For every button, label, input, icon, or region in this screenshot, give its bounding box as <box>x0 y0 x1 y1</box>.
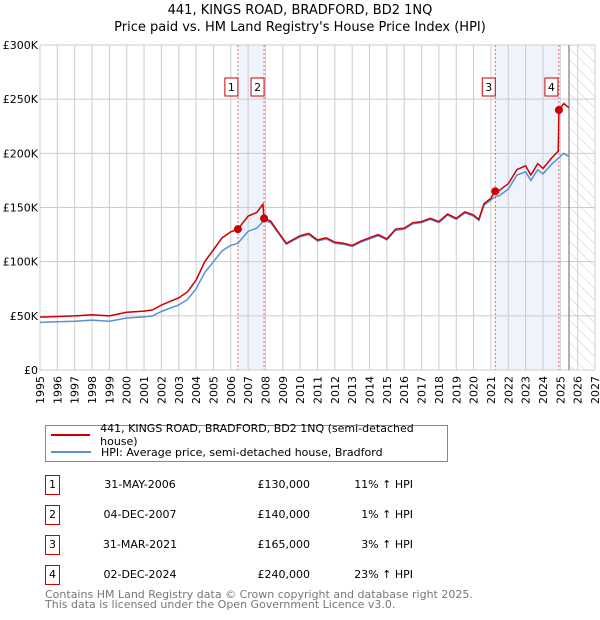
sale-date: 04-DEC-2007 <box>103 508 177 521</box>
x-tick-label: 2010 <box>294 376 307 404</box>
sale-hpi-diff: 3% ↑ HPI <box>361 538 413 551</box>
sale-marker-box <box>481 77 496 97</box>
sale-marker-box <box>224 77 239 97</box>
y-tick-label: £100K <box>3 256 39 269</box>
x-tick-label: 2025 <box>554 376 567 404</box>
sale-date: 31-MAY-2006 <box>104 478 176 491</box>
y-tick-label: £300K <box>3 39 39 52</box>
sale-point <box>233 225 242 234</box>
sale-hpi-diff: 11% ↑ HPI <box>354 478 413 491</box>
y-tick-label: £200K <box>3 147 39 160</box>
x-tick-label: 2026 <box>572 376 585 404</box>
sale-price: £130,000 <box>257 478 311 491</box>
x-tick-label: 1999 <box>103 376 116 404</box>
y-tick-label: £150K <box>3 202 39 215</box>
y-tick-label: £0 <box>24 364 38 377</box>
sale-price: £165,000 <box>257 538 311 551</box>
x-tick-label: 1998 <box>86 376 99 404</box>
sale-point <box>554 106 563 114</box>
x-tick-label: 2017 <box>416 376 429 404</box>
x-tick-label: 2022 <box>502 376 515 404</box>
x-tick-label: 2019 <box>450 376 463 404</box>
x-tick-label: 2027 <box>589 376 600 404</box>
x-tick-label: 2006 <box>225 376 238 404</box>
x-tick-label: 1997 <box>69 376 82 404</box>
footer: Contains HM Land Registry data © Crown c… <box>45 588 473 611</box>
sale-row: 4 02-DEC-2024 £240,000 23% ↑ HPI <box>45 565 465 585</box>
footer-line: This data is licensed under the Open Gov… <box>45 598 396 611</box>
x-tick-label: 2018 <box>433 376 446 404</box>
sale-marker-label: 1 <box>228 81 235 94</box>
sale-date: 02-DEC-2024 <box>103 568 177 581</box>
chart-subtitle: Price paid vs. HM Land Registry's House … <box>114 20 486 35</box>
chart-title: 441, KINGS ROAD, BRADFORD, BD2 1NQ <box>167 3 433 18</box>
sale-marker-label: 3 <box>485 81 492 94</box>
x-tick-label: 2023 <box>520 376 533 404</box>
sale-point <box>260 214 269 223</box>
sale-price: £140,000 <box>257 508 311 521</box>
y-tick-label: £250K <box>3 93 39 106</box>
legend-label: HPI: Average price, semi-detached house,… <box>101 445 383 459</box>
x-tick-label: 2016 <box>398 376 411 404</box>
sale-row: 2 04-DEC-2007 £140,000 1% ↑ HPI <box>45 505 465 525</box>
x-tick-label: 2014 <box>364 376 377 404</box>
x-tick-label: 2020 <box>468 376 481 404</box>
x-tick-label: 2008 <box>259 376 272 404</box>
x-tick-label: 2024 <box>537 376 550 404</box>
sale-marker-label: 4 <box>45 565 60 585</box>
sale-hpi-diff: 1% ↑ HPI <box>361 508 413 521</box>
sale-marker-label: 3 <box>45 535 60 555</box>
x-tick-label: 2000 <box>121 376 134 404</box>
sale-marker-label: 4 <box>548 81 555 94</box>
x-tick-label: 2002 <box>155 376 168 404</box>
sale-marker-label: 2 <box>45 505 60 525</box>
legend-item-property: 441, KINGS ROAD, BRADFORD, BD2 1NQ (semi… <box>51 422 447 448</box>
x-tick-label: 2013 <box>346 376 359 404</box>
x-tick-label: 2007 <box>242 376 255 404</box>
y-tick-label: £50K <box>10 310 39 323</box>
x-tick-label: 2021 <box>485 376 498 404</box>
legend: 441, KINGS ROAD, BRADFORD, BD2 1NQ (semi… <box>45 422 448 462</box>
footer-line: Contains HM Land Registry data © Crown c… <box>45 588 473 601</box>
sale-price: £240,000 <box>257 568 311 581</box>
x-tick-label: 2009 <box>277 376 290 404</box>
sale-marker-box <box>250 77 265 97</box>
sale-hpi-diff: 23% ↑ HPI <box>354 568 413 581</box>
x-tick-label: 2003 <box>173 376 186 404</box>
price-paid-line <box>39 102 570 318</box>
legend-swatch <box>51 451 91 453</box>
x-tick-label: 2011 <box>312 376 325 404</box>
legend-label: 441, KINGS ROAD, BRADFORD, BD2 1NQ (semi… <box>100 422 414 448</box>
sale-row: 1 31-MAY-2006 £130,000 11% ↑ HPI <box>45 475 465 495</box>
x-tick-label: 2012 <box>329 376 342 404</box>
sale-marker-label: 2 <box>254 81 261 94</box>
sale-marker-box <box>544 77 559 97</box>
plot-area: 1995 1996 1997 1998 1999 2000 2001 2002 2003 2004… <box>3 39 600 404</box>
x-tick-label: 2001 <box>138 376 151 404</box>
x-tick-label: 2015 <box>381 376 394 404</box>
sale-row: 3 31-MAR-2021 £165,000 3% ↑ HPI <box>45 535 465 555</box>
sale-point <box>491 187 500 196</box>
legend-swatch <box>51 434 91 436</box>
hpi-line <box>39 152 570 324</box>
x-tick-label: 2004 <box>190 376 203 404</box>
sale-marker-label: 1 <box>45 475 60 495</box>
x-tick-label: 1995 <box>34 376 47 404</box>
x-tick-label: 2005 <box>207 376 220 404</box>
sale-date: 31-MAR-2021 <box>102 538 178 551</box>
x-tick-label: 1996 <box>51 376 64 404</box>
legend-item-hpi: HPI: Average price, semi-detached house,… <box>51 444 383 460</box>
